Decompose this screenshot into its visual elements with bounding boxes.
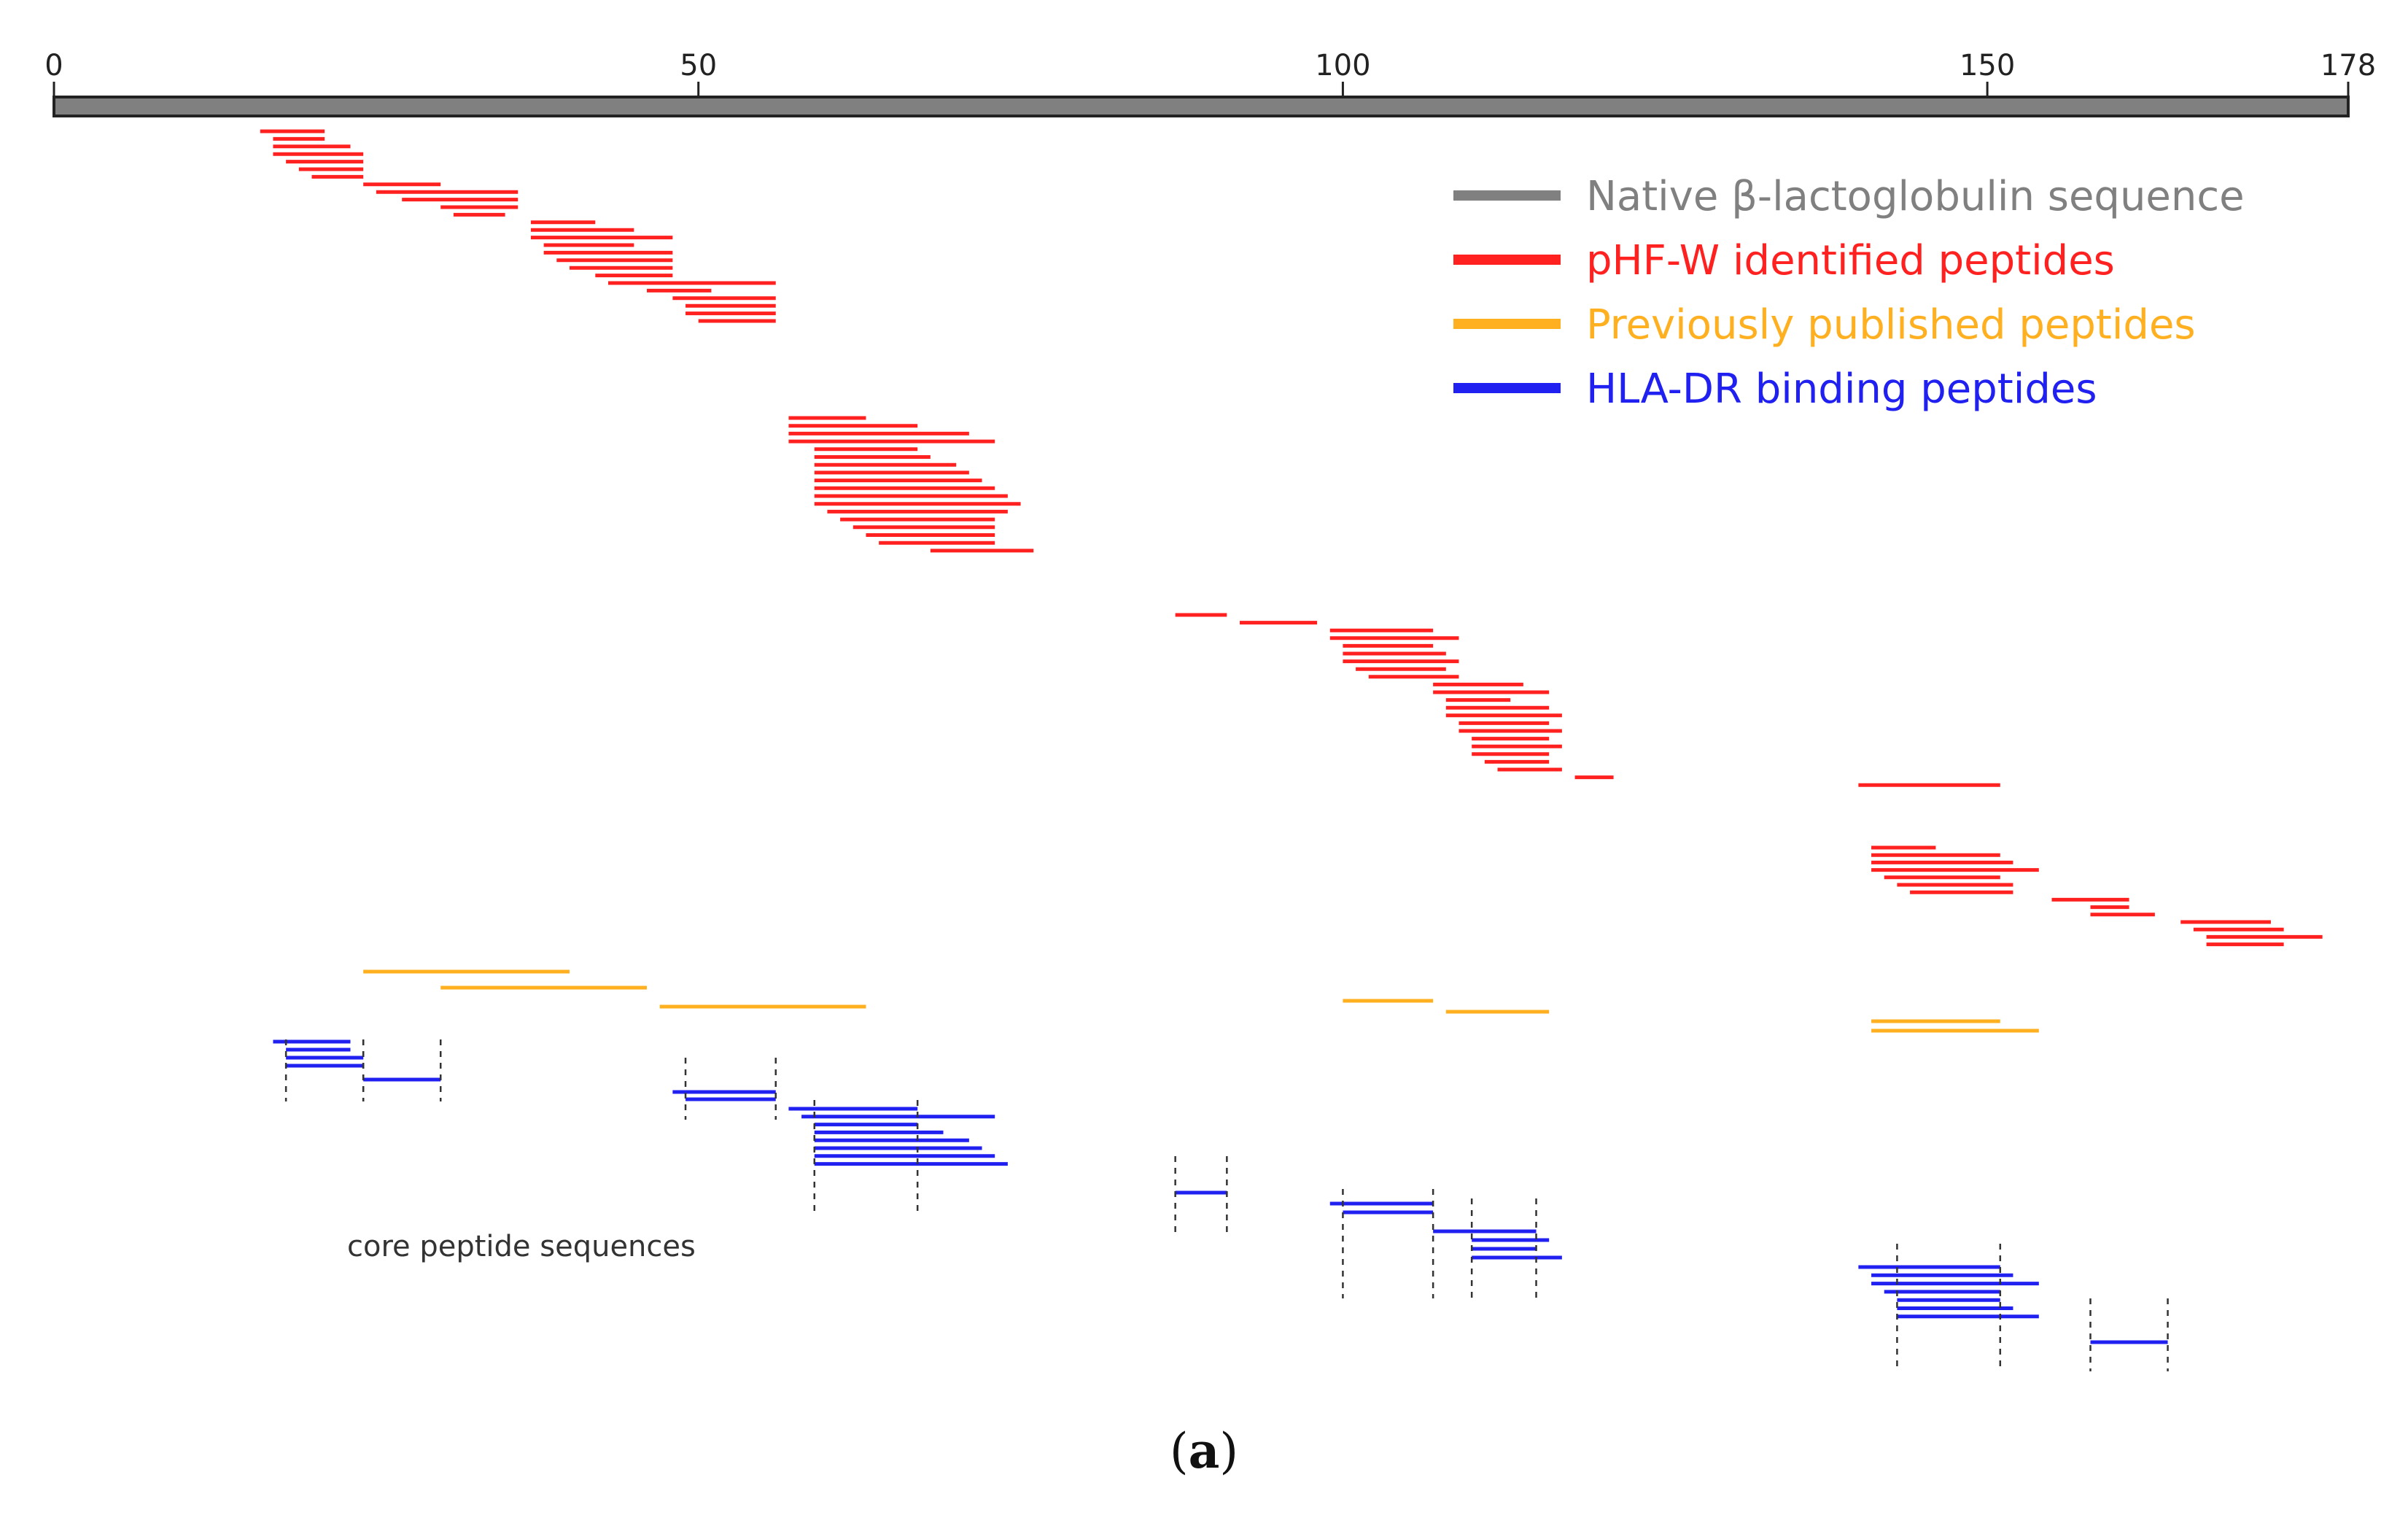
- sequence-axis: 0 50 100 150 178: [44, 49, 2376, 117]
- panel-label-close: ): [1219, 1423, 1239, 1479]
- legend-label: pHF-W identified peptides: [1586, 237, 2115, 284]
- legend-label: HLA-DR binding peptides: [1586, 365, 2097, 413]
- x-tick-label: 0: [44, 49, 63, 82]
- legend: Native β-lactoglobulin sequence pHF-W ide…: [1453, 173, 2245, 413]
- core-markers: [284, 1039, 2169, 1371]
- peptide-bars: [260, 129, 2323, 1344]
- panel-label: (a): [0, 1422, 2408, 1479]
- legend-label: Previously published peptides: [1586, 301, 2196, 349]
- panel-label-open: (: [1169, 1423, 1189, 1479]
- legend-label: Native β-lactoglobulin sequence: [1586, 173, 2245, 220]
- x-tick-label: 50: [680, 49, 717, 82]
- x-tick-label: 178: [2320, 49, 2376, 82]
- native-sequence-bar: [53, 96, 2350, 117]
- x-tick-label: 100: [1315, 49, 1370, 82]
- panel-label-letter: a: [1188, 1422, 1220, 1479]
- core-peptide-note: core peptide sequences: [347, 1230, 696, 1263]
- x-tick-label: 150: [1960, 49, 2015, 82]
